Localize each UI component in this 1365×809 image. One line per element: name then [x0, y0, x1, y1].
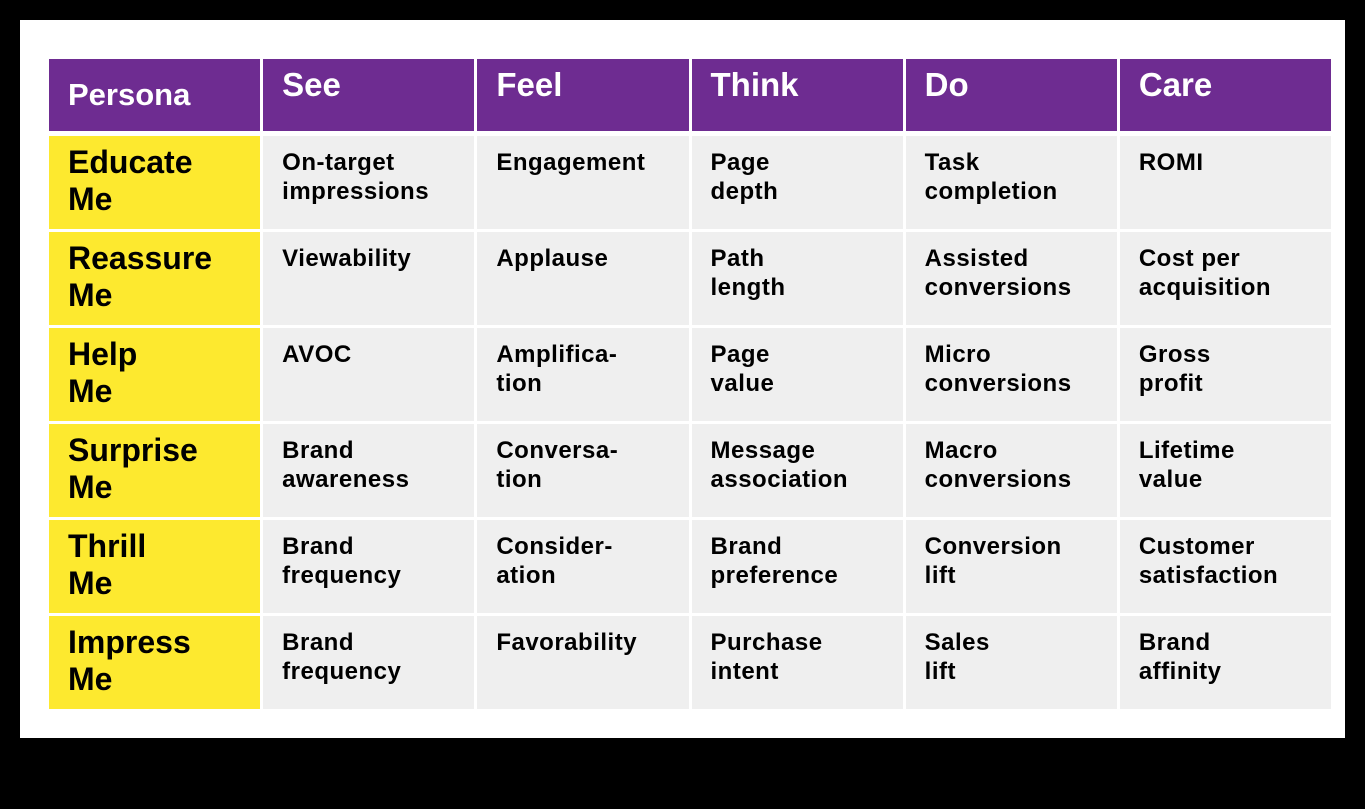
table-cell-feel: Conversa- tion: [477, 424, 689, 517]
table-cell-feel: Amplifica- tion: [477, 328, 689, 421]
table-cell-care: Customer satisfaction: [1119, 520, 1331, 613]
persona-cell: Help Me: [49, 328, 261, 421]
table-cell-do: Macro conversions: [905, 424, 1117, 517]
table-cell-do: Micro conversions: [905, 328, 1117, 421]
persona-cell: Surprise Me: [49, 424, 261, 517]
table-cell-see: Brand frequency: [263, 520, 475, 613]
table-cell-do: Assisted conversions: [905, 232, 1117, 325]
table-cell-feel: Applause: [477, 232, 689, 325]
column-header-think: Think: [691, 59, 903, 131]
table-cell-feel: Engagement: [477, 136, 689, 229]
table-cell-care: Lifetime value: [1119, 424, 1331, 517]
column-header-persona: Persona: [49, 59, 261, 131]
table-cell-feel: Consider- ation: [477, 520, 689, 613]
persona-cell: Impress Me: [49, 616, 261, 709]
table-cell-do: Sales lift: [905, 616, 1117, 709]
table-cell-think: Page depth: [691, 136, 903, 229]
table-cell-think: Purchase intent: [691, 616, 903, 709]
table-cell-think: Message association: [691, 424, 903, 517]
table-cell-see: Brand awareness: [263, 424, 475, 517]
persona-metrics-table: Persona See Feel Think Do Care Educate Me On-ta…: [49, 59, 1331, 709]
table-cell-see: AVOC: [263, 328, 475, 421]
table-cell-think: Path length: [691, 232, 903, 325]
column-header-care: Care: [1119, 59, 1331, 131]
table-cell-do: Task completion: [905, 136, 1117, 229]
table-cell-care: Gross profit: [1119, 328, 1331, 421]
column-header-do: Do: [905, 59, 1117, 131]
table-cell-see: Viewability: [263, 232, 475, 325]
table-cell-see: On-target impressions: [263, 136, 475, 229]
table-cell-do: Conversion lift: [905, 520, 1117, 613]
column-header-see: See: [263, 59, 475, 131]
table-cell-care: ROMI: [1119, 136, 1331, 229]
table-cell-care: Cost per acquisition: [1119, 232, 1331, 325]
table-cell-feel: Favorability: [477, 616, 689, 709]
table-cell-care: Brand affinity: [1119, 616, 1331, 709]
table-cell-see: Brand frequency: [263, 616, 475, 709]
persona-cell: Educate Me: [49, 136, 261, 229]
column-header-feel: Feel: [477, 59, 689, 131]
table-cell-think: Brand preference: [691, 520, 903, 613]
persona-cell: Reassure Me: [49, 232, 261, 325]
table-cell-think: Page value: [691, 328, 903, 421]
persona-cell: Thrill Me: [49, 520, 261, 613]
